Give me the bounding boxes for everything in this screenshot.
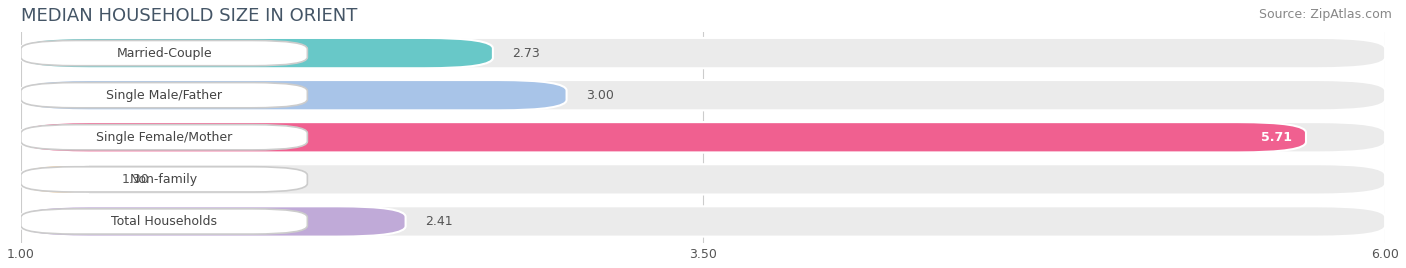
- FancyBboxPatch shape: [21, 80, 1385, 110]
- FancyBboxPatch shape: [21, 38, 494, 68]
- Text: MEDIAN HOUSEHOLD SIZE IN ORIENT: MEDIAN HOUSEHOLD SIZE IN ORIENT: [21, 7, 357, 25]
- Text: 5.71: 5.71: [1261, 131, 1292, 144]
- Text: Single Female/Mother: Single Female/Mother: [96, 131, 232, 144]
- FancyBboxPatch shape: [21, 83, 308, 108]
- Text: 1.30: 1.30: [122, 173, 149, 186]
- Text: Non-family: Non-family: [131, 173, 198, 186]
- Text: 2.73: 2.73: [512, 47, 540, 59]
- FancyBboxPatch shape: [21, 206, 405, 237]
- FancyBboxPatch shape: [21, 164, 1385, 195]
- Text: 2.41: 2.41: [425, 215, 453, 228]
- FancyBboxPatch shape: [21, 122, 1306, 152]
- FancyBboxPatch shape: [21, 122, 1385, 152]
- FancyBboxPatch shape: [21, 38, 1385, 68]
- FancyBboxPatch shape: [21, 206, 1385, 237]
- Text: 3.00: 3.00: [586, 89, 613, 102]
- FancyBboxPatch shape: [21, 40, 308, 66]
- FancyBboxPatch shape: [21, 164, 103, 195]
- FancyBboxPatch shape: [21, 209, 308, 234]
- Text: Married-Couple: Married-Couple: [117, 47, 212, 59]
- Text: Single Male/Father: Single Male/Father: [105, 89, 222, 102]
- Text: Source: ZipAtlas.com: Source: ZipAtlas.com: [1258, 8, 1392, 21]
- FancyBboxPatch shape: [21, 167, 308, 192]
- FancyBboxPatch shape: [21, 125, 308, 150]
- FancyBboxPatch shape: [21, 80, 567, 110]
- Text: Total Households: Total Households: [111, 215, 217, 228]
